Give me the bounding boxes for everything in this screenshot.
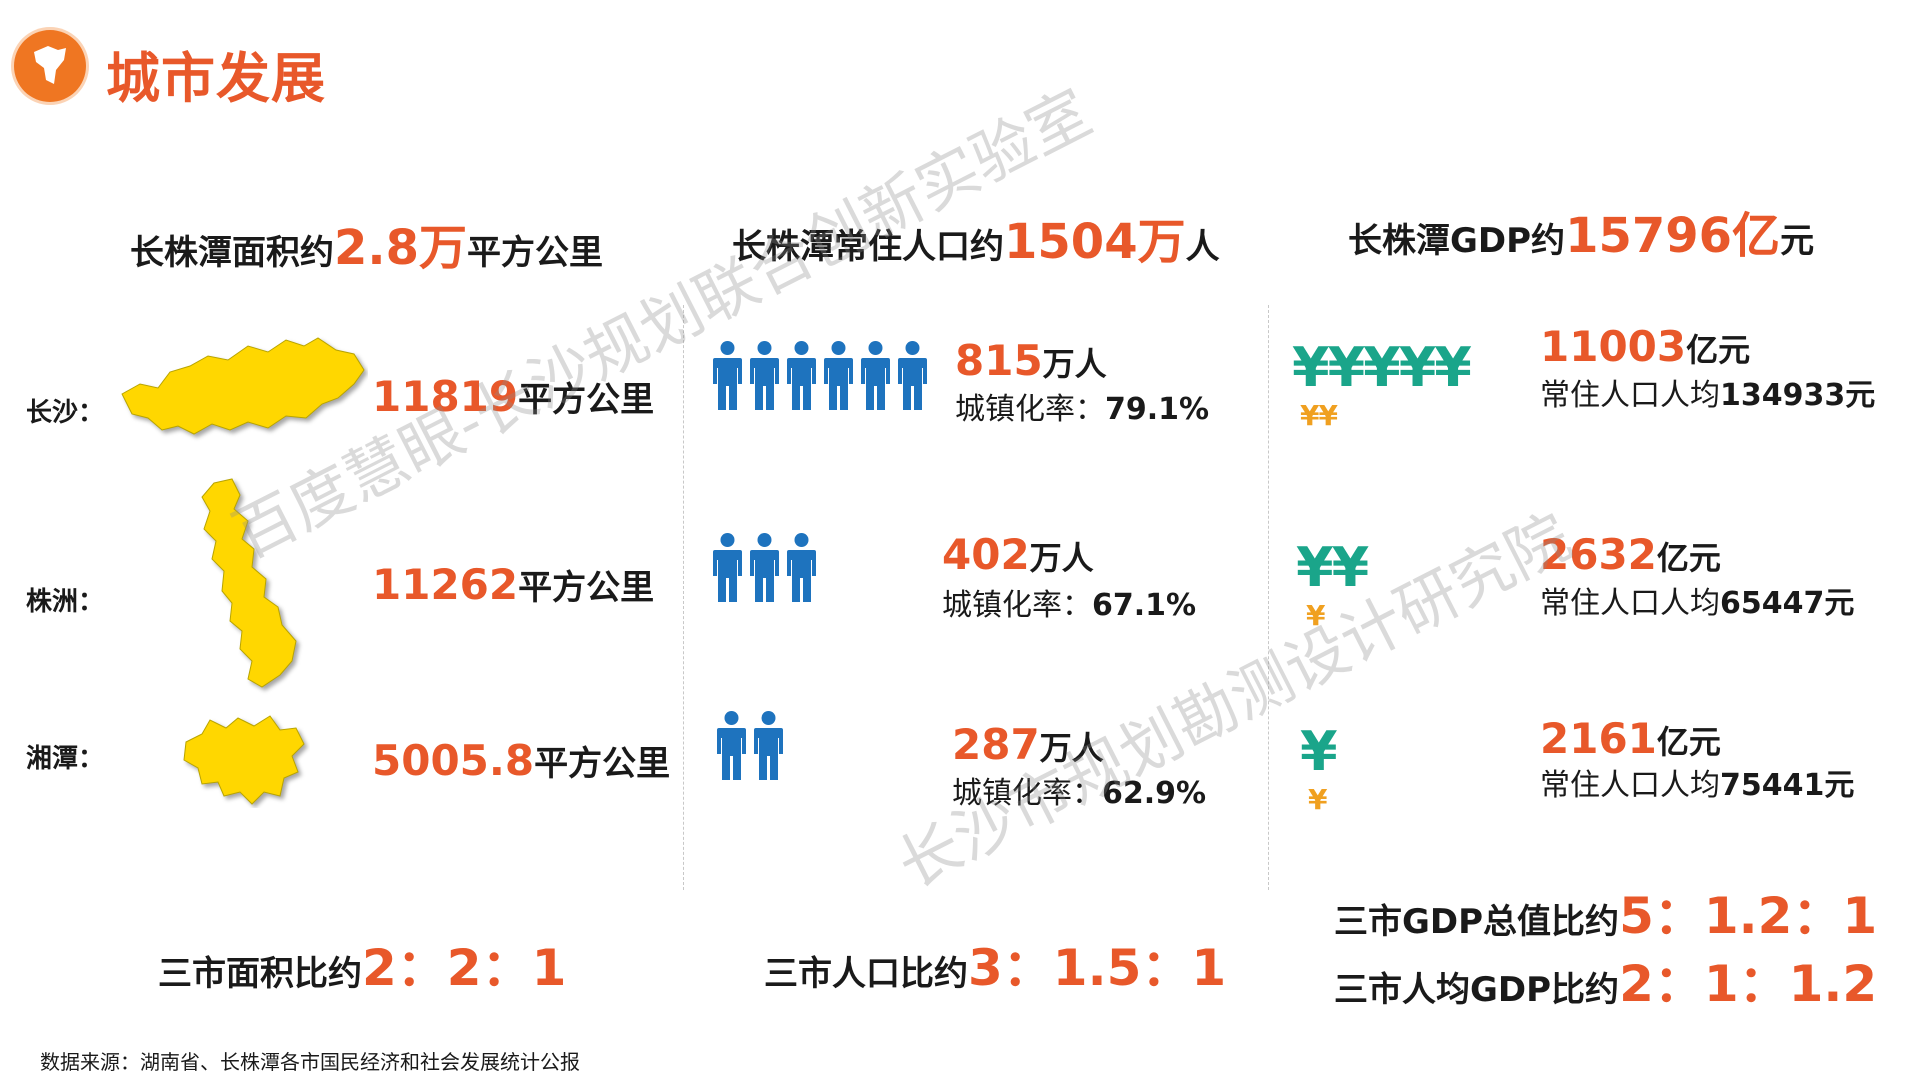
gdp-total-ratio: 三市GDP总值比约5：1.2：1	[1334, 887, 1878, 945]
person-icon	[860, 340, 891, 412]
urbanization-rate-zhuzhou: 城镇化率：67.1%	[942, 588, 1197, 623]
changsha-map-shape	[121, 337, 365, 435]
person-icon	[712, 532, 743, 604]
yen-icons-xiangtan: ¥ ¥	[1300, 720, 1338, 816]
population-heading: 长株潭常住人口约1504万人	[732, 214, 1220, 270]
population-value-zhuzhou: 402万人	[942, 530, 1094, 579]
person-icon	[753, 710, 784, 782]
yen-icon: ¥¥	[1300, 399, 1338, 432]
yen-icons-changsha: ¥¥¥¥¥ ¥¥	[1292, 336, 1472, 432]
gdp-value-xiangtan: 2161亿元	[1540, 714, 1721, 763]
zhuzhou-map-shape	[201, 478, 297, 688]
population-value-xiangtan: 287万人	[952, 720, 1104, 769]
city-label-zhuzhou: 株洲：	[26, 587, 105, 617]
person-icon	[749, 532, 780, 604]
yen-icon: ¥	[1306, 599, 1325, 632]
population-ratio: 三市人口比约3：1.5：1	[764, 939, 1227, 997]
map-logo-icon	[14, 30, 86, 102]
gdp-per-capita-xiangtan: 常住人口人均75441元	[1540, 768, 1855, 803]
column-divider	[1268, 305, 1269, 890]
yen-icons-zhuzhou: ¥¥ ¥	[1296, 536, 1369, 632]
page-title: 城市发展	[106, 47, 326, 110]
area-value-xiangtan: 5005.8平方公里	[372, 736, 671, 785]
column-divider	[683, 305, 684, 890]
gdp-per-capita-ratio: 三市人均GDP比约2：1：1.2	[1334, 955, 1878, 1013]
person-icon	[712, 340, 743, 412]
area-value-changsha: 11819平方公里	[372, 372, 655, 421]
watermark: 百度慧眼-长沙规划联合创新实验室	[221, 75, 1103, 573]
city-label-changsha: 长沙：	[26, 398, 105, 428]
xiangtan-map-shape	[183, 715, 305, 805]
gdp-per-capita-zhuzhou: 常住人口人均65447元	[1540, 586, 1855, 621]
gdp-value-zhuzhou: 2632亿元	[1540, 530, 1721, 579]
person-icon	[716, 710, 747, 782]
yen-icon: ¥	[1300, 720, 1338, 783]
city-label-xiangtan: 湘潭：	[26, 744, 105, 774]
person-icon	[786, 532, 817, 604]
yen-icon: ¥¥¥¥¥	[1292, 336, 1472, 399]
gdp-per-capita-changsha: 常住人口人均134933元	[1540, 378, 1876, 413]
person-icon	[823, 340, 854, 412]
area-value-zhuzhou: 11262平方公里	[372, 560, 655, 609]
gdp-heading: 长株潭GDP约15796亿元	[1348, 208, 1815, 264]
person-icon	[897, 340, 928, 412]
urbanization-rate-changsha: 城镇化率：79.1%	[955, 392, 1210, 427]
person-icon	[786, 340, 817, 412]
person-icon	[749, 340, 780, 412]
yen-icon: ¥¥	[1296, 536, 1369, 599]
people-icons-xiangtan	[716, 710, 784, 782]
gdp-value-changsha: 11003亿元	[1540, 322, 1751, 371]
data-source-note: 数据来源：湖南省、长株潭各市国民经济和社会发展统计公报	[40, 1050, 580, 1074]
area-ratio: 三市面积比约2：2：1	[158, 939, 567, 997]
people-icons-changsha	[712, 340, 928, 412]
population-value-changsha: 815万人	[955, 336, 1107, 385]
urbanization-rate-xiangtan: 城镇化率：62.9%	[952, 776, 1207, 811]
people-icons-zhuzhou	[712, 532, 817, 604]
yen-icon: ¥	[1308, 783, 1327, 816]
area-heading: 长株潭面积约2.8万平方公里	[130, 220, 604, 276]
